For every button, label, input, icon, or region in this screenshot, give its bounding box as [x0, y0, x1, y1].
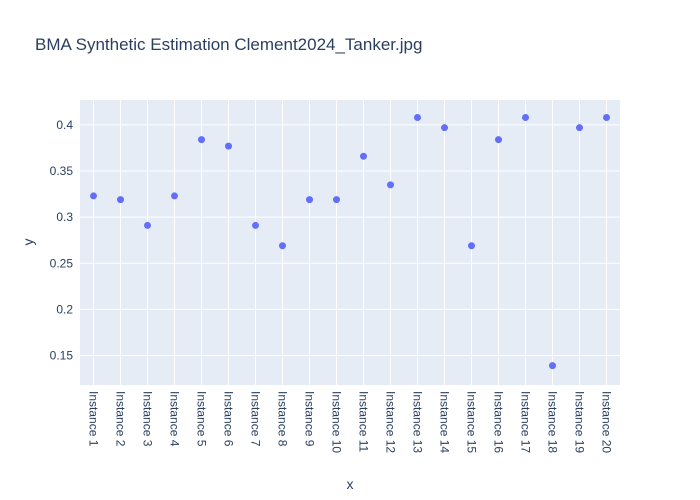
y-tick-label: 0.2 [56, 302, 73, 316]
data-point [171, 192, 178, 200]
data-point [603, 114, 610, 122]
chart-title: BMA Synthetic Estimation Clement2024_Tan… [35, 35, 422, 54]
y-tick-label: 0.3 [56, 210, 73, 224]
data-point [495, 136, 502, 144]
data-point [360, 152, 367, 160]
x-tick-label: Instance 14 [438, 391, 452, 453]
x-tick-label: Instance 4 [168, 391, 182, 447]
plot-background [80, 100, 620, 385]
data-point [117, 196, 124, 204]
y-gridlines [80, 124, 620, 356]
x-tick-label: Instance 11 [357, 391, 371, 452]
data-point [387, 181, 394, 189]
y-tick-label: 0.4 [56, 118, 73, 132]
y-axis-label: y [20, 239, 36, 246]
x-tick-labels: Instance 1 Instance 2 Instance 3 Instance 4… [87, 391, 614, 453]
x-tick-label: Instance 12 [384, 391, 398, 453]
y-tick-label: 0.15 [50, 348, 74, 362]
x-tick-label: Instance 2 [114, 391, 128, 447]
data-point [90, 192, 97, 200]
x-tick-label: Instance 10 [330, 391, 344, 453]
x-tick-label: Instance 13 [411, 391, 425, 453]
x-tick-label: Instance 3 [141, 391, 155, 447]
x-tick-label: Instance 9 [303, 391, 317, 447]
y-tick-label: 0.25 [50, 256, 74, 270]
x-tick-label: Instance 6 [222, 391, 236, 447]
data-point [441, 124, 448, 132]
y-tick-labels: 0.15 0.2 0.25 0.3 0.35 0.4 [50, 118, 74, 363]
data-point [144, 221, 151, 229]
data-point [333, 196, 340, 204]
x-tick-label: Instance 19 [573, 391, 587, 453]
x-tick-label: Instance 7 [249, 391, 263, 447]
data-point [414, 114, 421, 122]
x-axis-label: x [347, 476, 354, 492]
data-point [252, 221, 259, 229]
x-tick-label: Instance 18 [546, 391, 560, 453]
x-tick-label: Instance 15 [465, 391, 479, 453]
x-tick-label: Instance 16 [492, 391, 506, 453]
data-point [279, 242, 286, 250]
x-tick-label: Instance 20 [600, 391, 614, 453]
x-tick-label: Instance 17 [519, 391, 533, 453]
y-tick-label: 0.35 [50, 164, 74, 178]
scatter-points [90, 114, 610, 370]
data-point [576, 124, 583, 132]
x-tick-label: Instance 8 [276, 391, 290, 447]
x-tick-label: Instance 1 [87, 391, 101, 447]
data-point [468, 242, 475, 250]
data-point [306, 196, 313, 204]
data-point [198, 136, 205, 144]
data-point [549, 362, 556, 370]
x-tick-label: Instance 5 [195, 391, 209, 447]
data-point [225, 142, 232, 150]
data-point [522, 114, 529, 122]
